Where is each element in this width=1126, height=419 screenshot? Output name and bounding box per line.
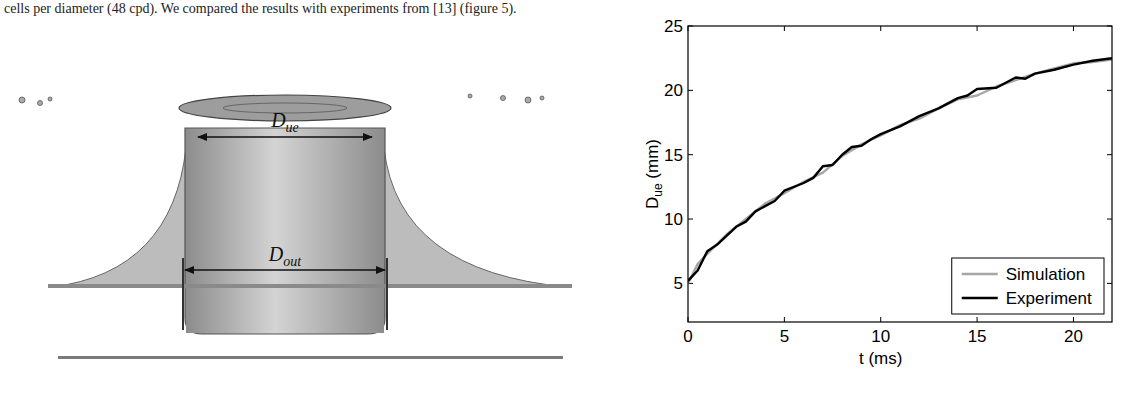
- y-tick: [1107, 219, 1112, 220]
- outline: [386, 258, 388, 330]
- label-main: D: [268, 243, 284, 265]
- legend-swatch: [962, 273, 998, 275]
- droplet: [38, 101, 43, 106]
- series-line: [688, 58, 1112, 281]
- y-tick: [688, 154, 693, 155]
- x-tick: [1073, 26, 1074, 31]
- x-axis-title: t (ms): [859, 349, 902, 368]
- series-group: [688, 58, 1112, 283]
- pool-surface: [48, 284, 572, 288]
- plot-area: [688, 26, 1112, 322]
- x-tick-label: 5: [780, 327, 789, 346]
- x-tick-label: 15: [968, 327, 987, 346]
- y-tick-label: 25: [664, 17, 683, 36]
- y-tick-label: 20: [664, 81, 683, 100]
- y-tick: [1107, 283, 1112, 284]
- y-tick-label: 10: [664, 210, 683, 229]
- y-title-subscript: ue: [651, 183, 665, 197]
- chart: 0 5 10 15 20 5 10 15 20 25 t (ms) Due (mm) Simulatio…: [643, 17, 1112, 368]
- y-tick: [688, 219, 693, 220]
- y-title-main: D: [643, 197, 662, 209]
- droplet: [468, 94, 472, 98]
- droplet: [501, 96, 506, 101]
- arrow: [185, 269, 385, 270]
- y-tick: [688, 90, 693, 91]
- label-main: D: [270, 109, 286, 131]
- droplet: [48, 97, 52, 101]
- x-tick: [784, 317, 785, 322]
- legend: Simulation Experiment: [952, 258, 1104, 314]
- x-tick: [880, 26, 881, 31]
- label-subscript: out: [283, 254, 302, 269]
- y-tick-label: 5: [674, 274, 683, 293]
- outline: [182, 258, 184, 330]
- x-tick-label: 10: [871, 327, 890, 346]
- y-tick: [1107, 154, 1112, 155]
- x-tick: [977, 26, 978, 31]
- droplet: [525, 97, 531, 103]
- cavity: [185, 128, 385, 334]
- y-tick: [1107, 90, 1112, 91]
- x-tick: [784, 26, 785, 31]
- pool-bottom: [58, 356, 563, 359]
- droplet: [540, 96, 544, 100]
- legend-swatch: [962, 297, 998, 299]
- arrow: [198, 136, 372, 137]
- x-tick: [880, 317, 881, 322]
- x-tick: [1073, 317, 1074, 322]
- y-title-suffix: (mm): [643, 139, 662, 183]
- y-axis-title: Due (mm): [643, 139, 665, 209]
- cavity-lower: [186, 289, 384, 333]
- legend-label: Simulation: [1006, 265, 1085, 284]
- axes-frame: [688, 26, 1112, 322]
- illustration: DueDout: [19, 94, 572, 359]
- label-subscript: ue: [286, 120, 299, 135]
- figure: cells per diameter (48 cpd). We compared…: [0, 0, 1126, 419]
- legend-label: Experiment: [1006, 289, 1092, 308]
- caption-line: cells per diameter (48 cpd). We compared…: [4, 1, 517, 17]
- legend-box: [952, 258, 1104, 314]
- splash-right: [373, 148, 568, 287]
- label: Dout: [268, 243, 302, 269]
- splash-left: [52, 148, 197, 287]
- label: Due: [270, 109, 299, 135]
- y-tick-label: 15: [664, 146, 683, 165]
- series-line: [688, 59, 1112, 283]
- droplet: [19, 97, 25, 103]
- x-tick: [977, 317, 978, 322]
- x-tick-label: 0: [683, 327, 692, 346]
- x-tick-label: 20: [1064, 327, 1083, 346]
